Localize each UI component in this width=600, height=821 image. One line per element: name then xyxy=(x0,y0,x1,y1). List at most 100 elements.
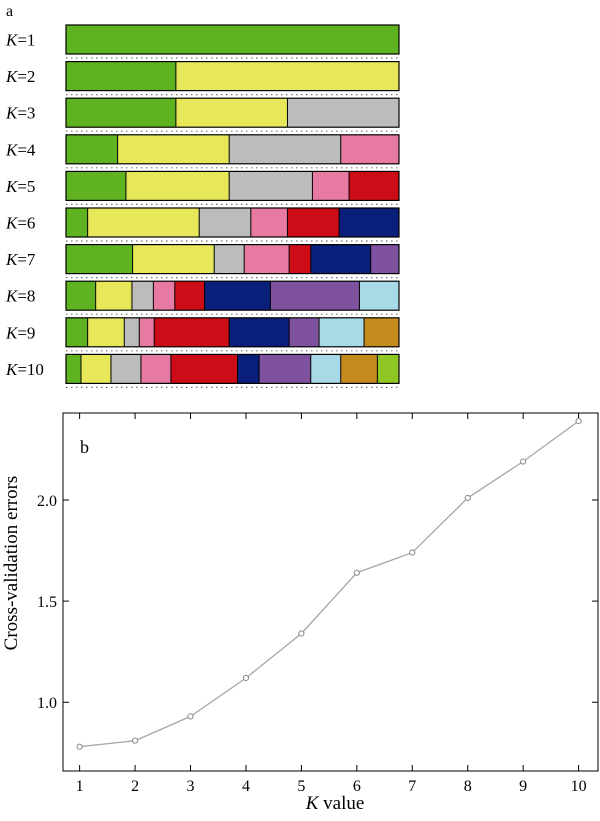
k-row-label: K=1 xyxy=(5,31,35,50)
k-row-label: K=3 xyxy=(5,104,35,123)
k-symbol: K xyxy=(5,287,19,306)
cluster-segment-red xyxy=(174,281,205,311)
data-point xyxy=(187,713,194,720)
data-point xyxy=(464,494,471,502)
cluster-segment-navy xyxy=(204,281,271,311)
cv-error-points xyxy=(76,417,582,750)
plot-frame xyxy=(62,412,599,772)
data-point xyxy=(575,417,582,425)
cluster-segment-yellow xyxy=(80,354,112,384)
cluster-segment-yellow xyxy=(175,98,288,128)
cluster-segment-pink xyxy=(312,171,350,201)
axis-ticks: 1 2 3 4 5 6 7 8 9 10 1.0 1.5 2.0 xyxy=(37,413,598,795)
cluster-segment-green xyxy=(66,281,96,311)
cluster-segment-lime xyxy=(377,354,400,384)
panel-b-label: b xyxy=(80,437,89,457)
x-tick-label: 2 xyxy=(131,778,139,795)
cluster-segment-gray xyxy=(110,354,142,384)
cluster-segment-red xyxy=(287,208,340,237)
data-point xyxy=(131,737,139,744)
cluster-segment-gray xyxy=(199,208,252,237)
bar-outline xyxy=(65,280,400,311)
cluster-segment-yellow xyxy=(95,281,133,311)
cluster-segment-green xyxy=(66,25,400,54)
cluster-segment-lightblue xyxy=(319,317,365,347)
cluster-segment-yellow xyxy=(125,171,230,201)
k-symbol: K xyxy=(5,177,19,196)
k-row-label: K=5 xyxy=(5,177,35,196)
bar-outline xyxy=(65,207,400,238)
cluster-segment-red xyxy=(289,244,312,274)
cluster-segment-green xyxy=(66,134,118,164)
k-symbol: K xyxy=(5,104,19,123)
cluster-segment-yellow xyxy=(87,208,200,237)
cluster-segment-pink xyxy=(153,281,176,311)
k-row-label: K=4 xyxy=(5,140,36,159)
structure-row: K=7 xyxy=(5,244,400,279)
x-axis-label: K value xyxy=(305,793,365,814)
y-tick-label: 1.0 xyxy=(37,695,57,712)
data-point xyxy=(76,743,83,750)
cluster-segment-gray xyxy=(131,281,154,311)
k-symbol: K xyxy=(5,323,19,342)
cluster-segment-green xyxy=(66,98,177,128)
bar-outline xyxy=(65,97,400,128)
cluster-segment-green xyxy=(66,61,177,91)
cluster-segment-purple xyxy=(370,244,400,274)
k-symbol: K xyxy=(5,31,19,50)
y-tick-label: 1.5 xyxy=(37,594,57,611)
k-row-label: K=7 xyxy=(5,250,36,269)
bar-outline xyxy=(65,24,400,55)
panel-b-cv-error-plot: b 1 2 3 4 5 6 7 8 9 10 1.0 1.5 2.0 Cross-validation … xyxy=(1,412,599,814)
cluster-segment-green xyxy=(66,208,88,237)
y-axis-label: Cross-validation errors xyxy=(1,476,22,651)
k-value: =5 xyxy=(17,177,35,196)
k-symbol: K xyxy=(5,214,19,233)
cluster-segment-gray xyxy=(214,244,245,274)
k-value: =4 xyxy=(17,140,36,159)
k-row-label: K=9 xyxy=(5,323,35,342)
cluster-segment-yellow xyxy=(175,61,400,91)
cluster-segment-navy xyxy=(237,354,260,384)
cluster-segment-green xyxy=(66,354,82,384)
structure-row: K=8 xyxy=(5,280,400,315)
bar-outline xyxy=(65,317,400,348)
data-point xyxy=(409,549,416,556)
k-row-label: K=2 xyxy=(5,67,35,86)
cluster-segment-navy xyxy=(310,244,371,274)
x-tick-label: 7 xyxy=(408,778,416,795)
structure-row: K=2 xyxy=(5,60,400,96)
cluster-segment-gold xyxy=(340,354,378,384)
structure-row: K=6 xyxy=(5,207,400,242)
bar-outline xyxy=(65,353,400,384)
x-axis-label-symbol: K xyxy=(305,793,320,814)
cluster-segment-yellow xyxy=(132,244,215,274)
cluster-segment-purple xyxy=(270,281,360,311)
structure-row: K=3 xyxy=(5,97,400,132)
cluster-segment-green xyxy=(66,244,133,274)
x-tick-label: 1 xyxy=(76,778,84,795)
k-symbol: K xyxy=(5,250,19,269)
x-tick-label: 9 xyxy=(519,778,527,795)
k-value: =2 xyxy=(17,67,35,86)
cluster-segment-yellow xyxy=(117,134,230,164)
panel-a-structure-plot: a K=1K=2K=3K=4K=5K=6K=7K=8K=9K=10 xyxy=(5,3,400,388)
cluster-segment-green xyxy=(66,317,88,347)
structure-row: K=9 xyxy=(5,317,400,352)
cluster-segment-red xyxy=(170,354,238,384)
cluster-segment-gold xyxy=(364,317,400,347)
x-tick-label: 8 xyxy=(464,778,472,795)
cluster-segment-lightblue xyxy=(359,281,400,311)
cv-error-line xyxy=(79,420,579,748)
cluster-segment-pink xyxy=(244,244,290,274)
k-value: =8 xyxy=(17,287,35,306)
cluster-segment-green xyxy=(66,171,127,201)
cluster-segment-yellow xyxy=(87,317,125,347)
k-symbol: K xyxy=(5,360,19,379)
x-tick-label: 10 xyxy=(571,778,587,795)
cluster-segment-red xyxy=(349,171,400,201)
k-value: =9 xyxy=(17,323,35,342)
cluster-segment-pink xyxy=(340,134,400,164)
cluster-segment-gray xyxy=(124,317,140,347)
